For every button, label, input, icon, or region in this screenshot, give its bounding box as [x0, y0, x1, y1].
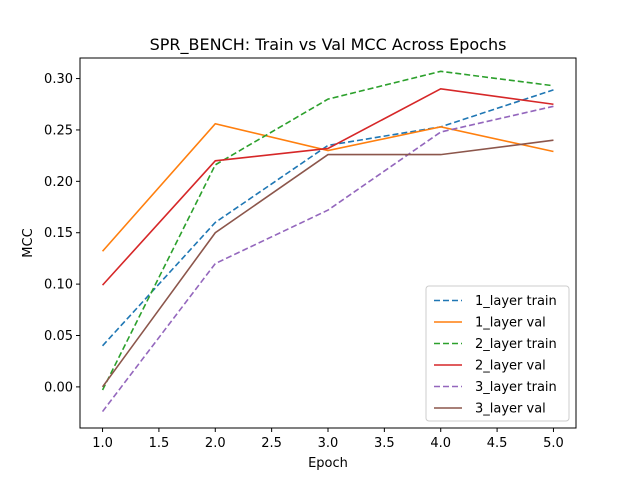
chart-title: SPR_BENCH: Train vs Val MCC Across Epoch… — [150, 35, 507, 55]
series-line-3-layer-val — [101, 139, 554, 388]
x-tick-label: 4.5 — [487, 436, 508, 451]
series-line-3-layer-train — [101, 105, 554, 413]
legend-label: 3_layer train — [475, 380, 557, 395]
y-tick-label: 0.10 — [44, 278, 73, 293]
y-tick-label: 0.05 — [44, 329, 73, 344]
y-axis-label: MCC — [21, 228, 36, 257]
y-tick-label: 0.20 — [44, 175, 73, 190]
y-tick-label: 0.00 — [44, 380, 73, 395]
y-tick-label: 0.25 — [44, 123, 73, 138]
legend-label: 2_layer train — [475, 337, 557, 352]
series-line-2-layer-train — [101, 70, 554, 391]
legend: 1_layer train 1_layer val 2_layer train 2_l… — [425, 285, 570, 422]
x-tick-label: 1.0 — [92, 436, 113, 451]
series-line-2-layer-val — [101, 88, 554, 286]
x-tick-label: 2.0 — [205, 436, 226, 451]
x-tick-label: 3.5 — [374, 436, 395, 451]
x-tick-label: 2.5 — [261, 436, 282, 451]
series-line-1-layer-train — [101, 89, 554, 347]
x-tick-label: 3.0 — [318, 436, 339, 451]
x-axis-ticks: 1.0 1.5 2.0 2.5 3.0 3.5 4.0 4.5 5.0 — [92, 428, 564, 451]
series-line-1-layer-val — [101, 122, 554, 252]
legend-label: 1_layer val — [475, 316, 546, 331]
y-tick-label: 0.15 — [44, 226, 73, 241]
y-axis-ticks: 0.00 0.05 0.10 0.15 0.20 0.25 0.30 — [44, 72, 80, 395]
x-axis-label: Epoch — [308, 456, 348, 471]
legend-label: 3_layer val — [475, 402, 546, 417]
x-tick-label: 4.0 — [430, 436, 451, 451]
x-tick-label: 1.5 — [149, 436, 170, 451]
x-tick-label: 5.0 — [543, 436, 564, 451]
y-tick-label: 0.30 — [44, 72, 73, 87]
legend-label: 2_layer val — [475, 359, 546, 374]
series-lines — [101, 70, 554, 413]
legend-label: 1_layer train — [475, 294, 557, 309]
